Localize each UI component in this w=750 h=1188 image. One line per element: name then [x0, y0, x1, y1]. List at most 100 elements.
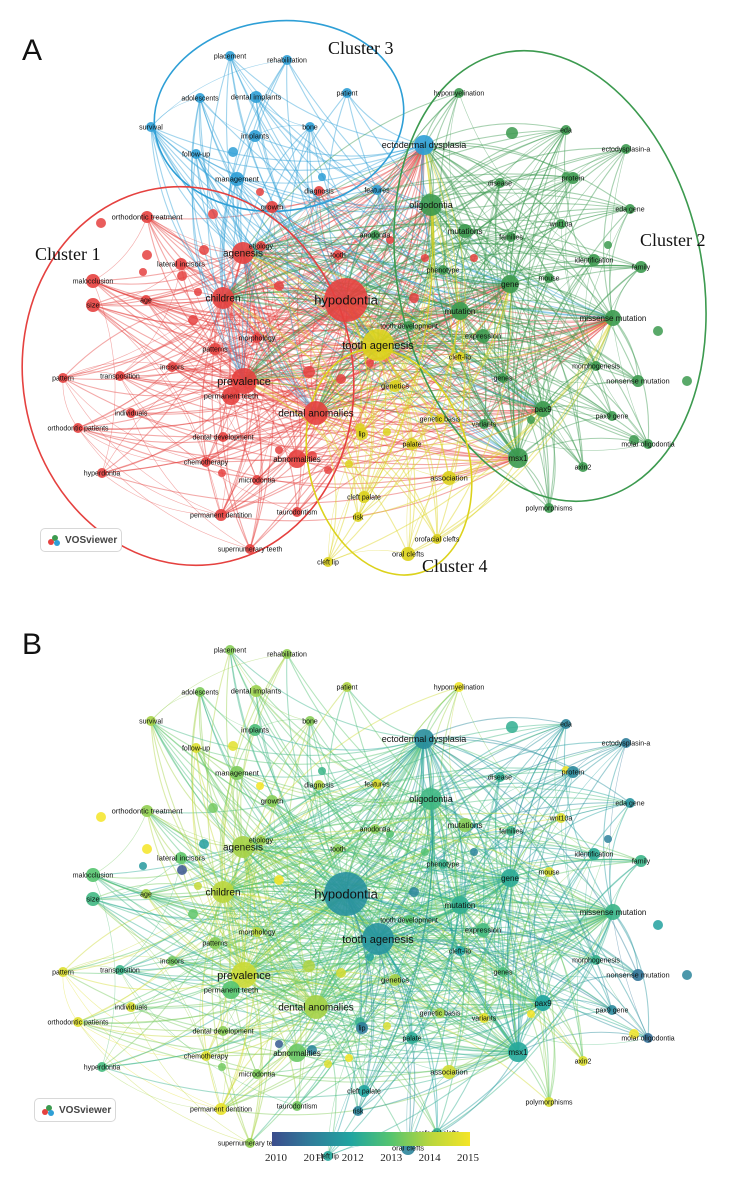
term-node[interactable] [358, 1085, 370, 1097]
term-node-group[interactable] [86, 868, 100, 882]
term-node[interactable] [314, 186, 324, 196]
term-node-group[interactable] [222, 981, 240, 999]
term-node[interactable] [86, 892, 100, 906]
term-node[interactable] [438, 265, 448, 275]
term-node-group[interactable] [535, 995, 551, 1011]
term-node-group[interactable] [544, 1097, 554, 1107]
term-node[interactable] [561, 719, 571, 729]
term-node-group[interactable] [141, 889, 151, 899]
term-node-group[interactable] [230, 172, 244, 186]
term-node[interactable] [432, 534, 442, 544]
term-node[interactable] [501, 275, 519, 293]
term-node[interactable] [508, 448, 528, 468]
term-node-group[interactable] [362, 329, 394, 361]
term-node-group[interactable] [126, 1002, 136, 1012]
term-node-group[interactable] [508, 448, 528, 468]
term-node[interactable] [230, 766, 244, 780]
term-node-group[interactable] [420, 788, 442, 810]
term-node[interactable] [362, 923, 394, 955]
term-node[interactable] [212, 881, 234, 903]
term-node[interactable] [304, 401, 328, 425]
term-node[interactable] [175, 258, 187, 270]
term-node-group[interactable] [556, 219, 566, 229]
term-node[interactable] [323, 1151, 333, 1161]
term-node-group[interactable] [73, 1017, 83, 1027]
term-node-group[interactable] [406, 1032, 418, 1044]
term-node[interactable] [201, 457, 211, 467]
term-node-group[interactable] [607, 411, 617, 421]
term-node[interactable] [442, 1065, 456, 1079]
term-node-group[interactable] [231, 962, 257, 988]
term-node[interactable] [476, 329, 490, 343]
term-node[interactable] [146, 716, 156, 726]
term-node-group[interactable] [201, 457, 211, 467]
term-node[interactable] [535, 401, 551, 417]
term-node-group[interactable] [167, 956, 177, 966]
term-node[interactable] [476, 923, 490, 937]
term-node-group[interactable] [479, 1013, 489, 1023]
term-node-group[interactable] [314, 186, 324, 196]
term-node-group[interactable] [435, 414, 445, 424]
term-node-group[interactable] [97, 1062, 107, 1072]
term-node-group[interactable] [212, 881, 234, 903]
term-node-group[interactable] [544, 503, 554, 513]
term-node-group[interactable] [451, 302, 469, 320]
term-node[interactable] [282, 649, 292, 659]
term-node-group[interactable] [632, 969, 644, 981]
term-node-group[interactable] [458, 818, 472, 832]
term-node[interactable] [305, 122, 315, 132]
term-node-group[interactable] [252, 927, 262, 937]
term-node[interactable] [635, 855, 647, 867]
term-node-group[interactable] [282, 649, 292, 659]
term-node-group[interactable] [451, 896, 469, 914]
term-node[interactable] [86, 868, 100, 882]
term-node[interactable] [358, 491, 370, 503]
term-node[interactable] [643, 1033, 653, 1043]
term-node[interactable] [256, 241, 266, 251]
term-node-group[interactable] [353, 1106, 363, 1116]
term-node-group[interactable] [175, 258, 187, 270]
term-node-group[interactable] [141, 805, 153, 817]
term-node[interactable] [288, 450, 306, 468]
term-node[interactable] [451, 896, 469, 914]
term-node[interactable] [222, 981, 240, 999]
term-node-group[interactable] [191, 149, 201, 159]
term-node[interactable] [632, 969, 644, 981]
term-node[interactable] [245, 544, 255, 554]
term-node[interactable] [231, 962, 257, 988]
term-node-group[interactable] [476, 923, 490, 937]
term-node-group[interactable] [455, 946, 465, 956]
term-node[interactable] [167, 362, 177, 372]
term-node-group[interactable] [561, 125, 571, 135]
term-node-group[interactable] [141, 295, 151, 305]
term-node[interactable] [544, 503, 554, 513]
term-node[interactable] [141, 805, 153, 817]
term-node-group[interactable] [249, 724, 261, 736]
term-node[interactable] [567, 172, 579, 184]
term-node[interactable] [58, 373, 68, 383]
term-node[interactable] [578, 1056, 588, 1066]
term-node-group[interactable] [195, 93, 205, 103]
term-node[interactable] [201, 1051, 211, 1061]
term-node[interactable] [252, 333, 262, 343]
term-node[interactable] [167, 956, 177, 966]
term-node[interactable] [455, 946, 465, 956]
term-node[interactable] [362, 329, 394, 361]
term-node[interactable] [146, 122, 156, 132]
term-node-group[interactable] [231, 368, 257, 394]
term-node-group[interactable] [454, 682, 464, 692]
term-node-group[interactable] [358, 491, 370, 503]
term-node-group[interactable] [209, 343, 221, 355]
term-node[interactable] [591, 361, 601, 371]
term-node[interactable] [215, 1103, 227, 1115]
term-node[interactable] [454, 682, 464, 692]
term-node-group[interactable] [498, 373, 508, 383]
term-node-group[interactable] [438, 859, 448, 869]
term-node[interactable] [420, 194, 442, 216]
term-node[interactable] [454, 88, 464, 98]
term-node-group[interactable] [605, 310, 621, 326]
term-node-group[interactable] [561, 719, 571, 729]
term-node-group[interactable] [266, 795, 278, 807]
term-node-group[interactable] [304, 401, 328, 425]
term-node-group[interactable] [607, 1005, 617, 1015]
